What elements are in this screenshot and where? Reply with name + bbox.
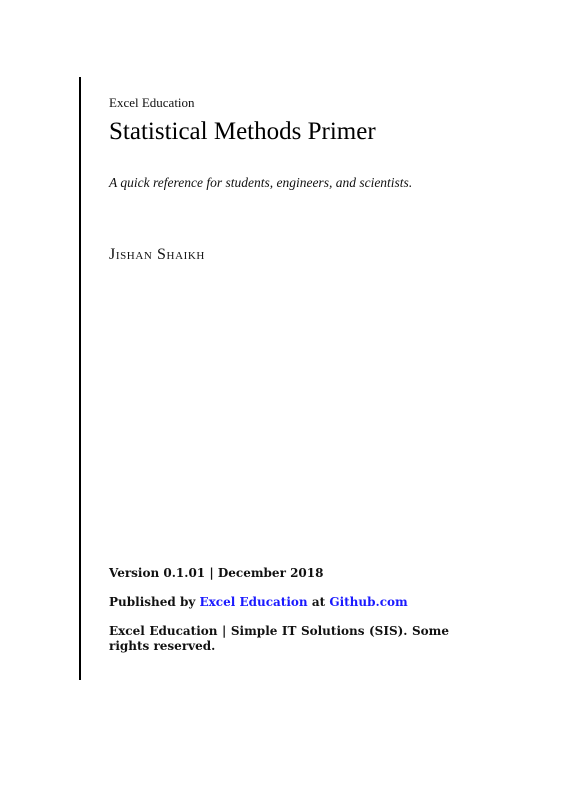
published-line: Published by Excel Education at Github.c… — [109, 595, 408, 609]
github-link[interactable]: Github.com — [329, 595, 408, 609]
license-statement: Excel Education | Simple IT Solutions (S… — [109, 624, 449, 653]
published-middle: at — [307, 595, 330, 609]
excel-education-link[interactable]: Excel Education — [199, 595, 308, 609]
left-vertical-rule — [79, 77, 81, 680]
author-name: Jishan Shaikh — [109, 246, 205, 263]
book-title: Statistical Methods Primer — [109, 118, 376, 145]
version-line: Version 0.1.01 | December 2018 — [109, 566, 324, 580]
publisher-name: Excel Education — [109, 95, 195, 110]
book-subtitle: A quick reference for students, engineer… — [109, 175, 413, 190]
published-prefix: Published by — [109, 595, 200, 609]
